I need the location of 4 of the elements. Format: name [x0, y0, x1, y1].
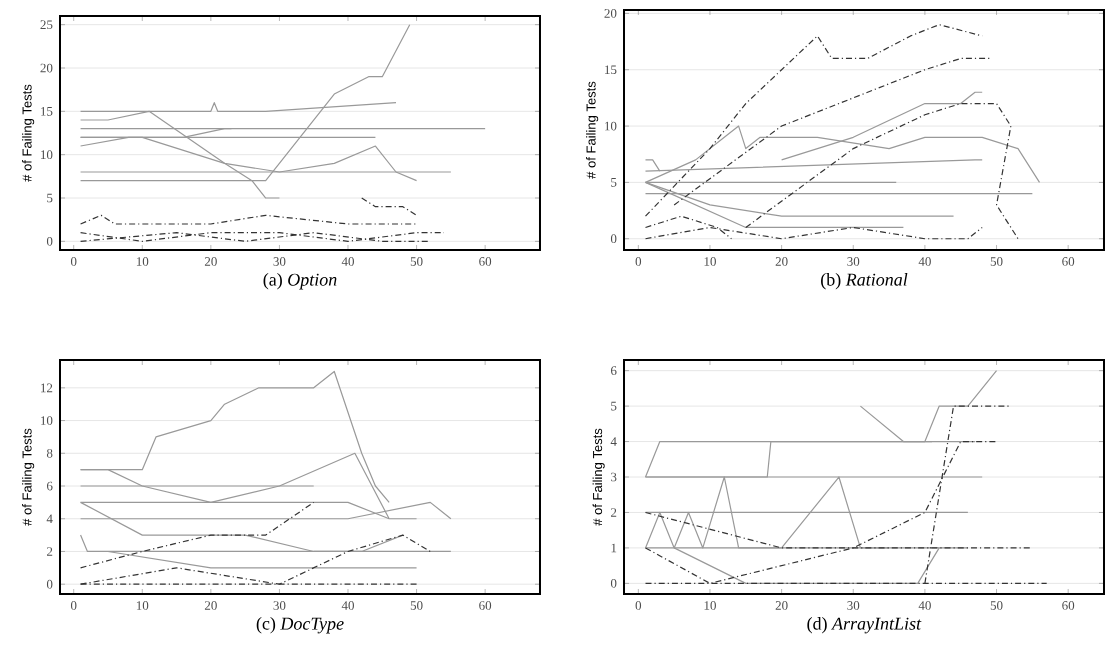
text: (c) DocType	[256, 617, 344, 634]
text: (b) Rational	[821, 273, 908, 290]
text: (d) ArrayIntList	[807, 617, 922, 634]
text: (a) Option	[263, 273, 337, 290]
